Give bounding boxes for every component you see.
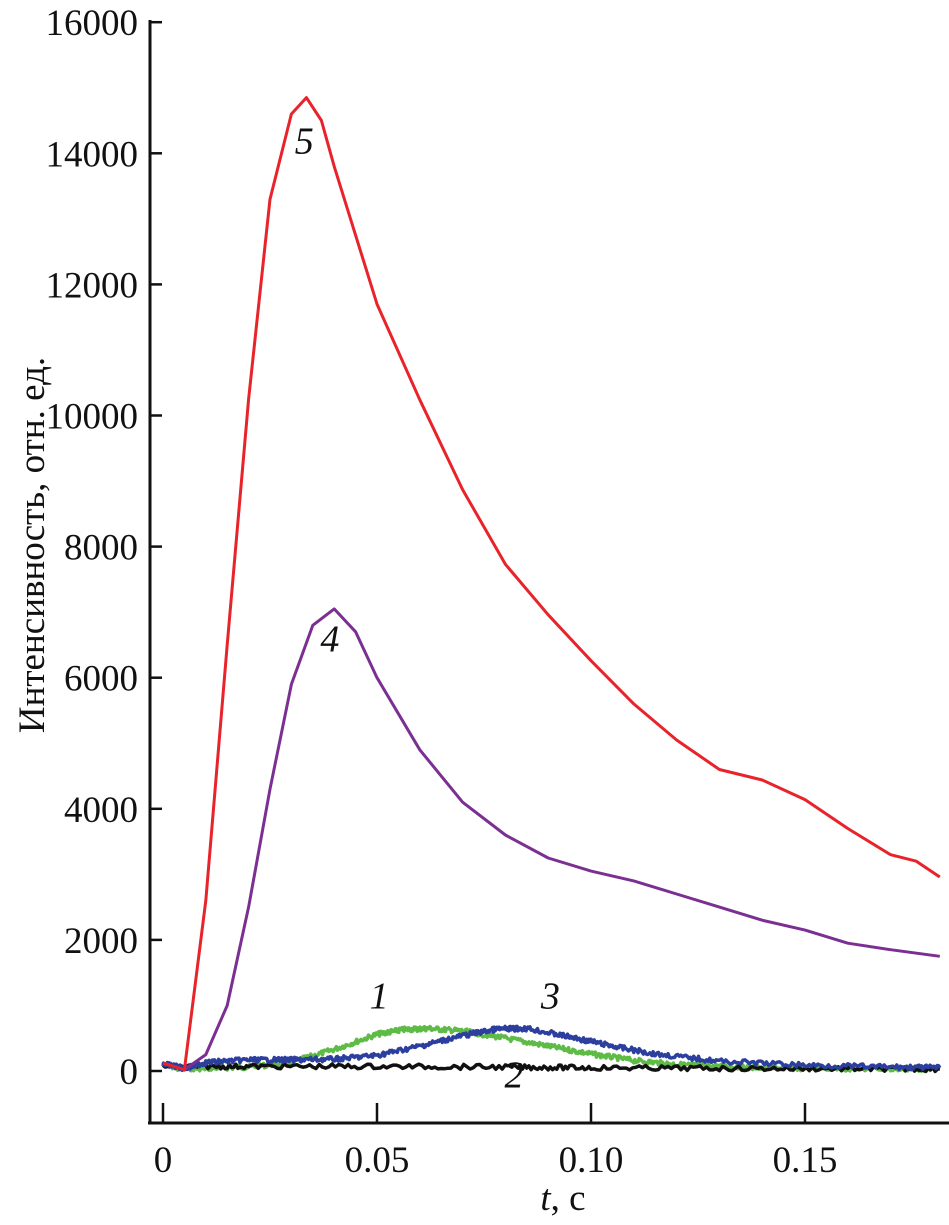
- y-tick-label: 0: [120, 1052, 139, 1093]
- x-axis-unit: , c: [551, 1178, 586, 1219]
- y-tick-label: 4000: [64, 790, 138, 831]
- x-axis-label: t, c: [540, 1178, 585, 1219]
- curve-label-3: 3: [540, 976, 560, 1018]
- y-tick-label: 10000: [46, 397, 139, 438]
- y-tick-label: 14000: [46, 134, 139, 175]
- axes: 0 2000 4000 6000 8000 10000 12000 14000 16000 0 0.…: [46, 3, 949, 1181]
- x-axis-var: t: [540, 1178, 552, 1219]
- y-tick-label: 8000: [64, 528, 138, 569]
- curve-label-1: 1: [370, 976, 389, 1018]
- x-tick-label: 0.10: [559, 1140, 624, 1181]
- curve-label-2: 2: [504, 1054, 523, 1096]
- x-tick-label: 0.05: [345, 1140, 410, 1181]
- y-tick-label: 16000: [46, 3, 139, 44]
- annotations: 5 4 1 32: [295, 120, 560, 1096]
- x-tick-label: 0: [154, 1140, 173, 1181]
- series-4-line: [162, 607, 940, 1072]
- curve-label-5: 5: [295, 120, 314, 162]
- series-group: [161, 96, 942, 1074]
- curve-label-4: 4: [320, 618, 339, 660]
- x-tick-label: 0.15: [773, 1140, 838, 1181]
- series-5-line: [162, 96, 941, 1072]
- y-tick-label: 12000: [46, 265, 139, 306]
- series-3-line: [161, 1024, 942, 1073]
- y-tick-label: 6000: [64, 659, 138, 700]
- y-tick-label: 2000: [64, 921, 138, 962]
- y-axis-label: Интенсивность, отн. ед.: [12, 357, 53, 733]
